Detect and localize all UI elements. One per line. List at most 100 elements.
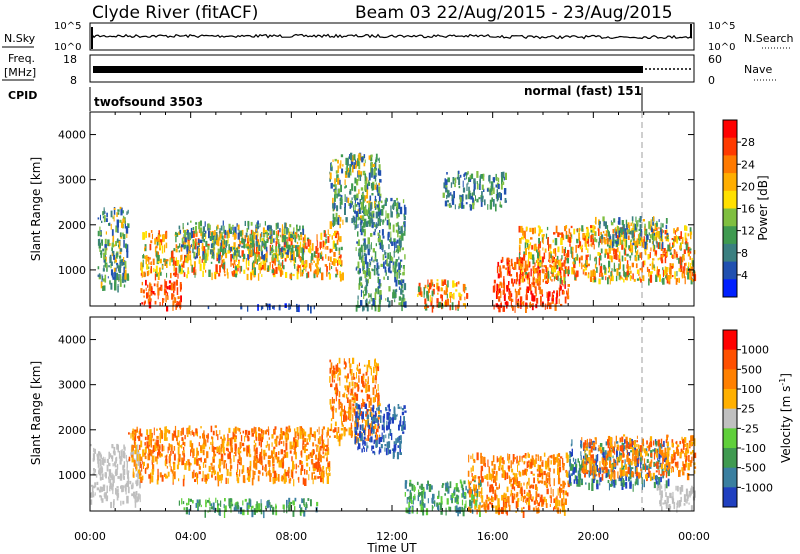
echo-cell — [329, 177, 331, 182]
echo-cell — [637, 254, 640, 261]
echo-cell — [134, 449, 137, 455]
echo-cell — [628, 231, 631, 235]
nsky-tick-top: 10^5 — [54, 21, 81, 32]
echo-cell — [281, 224, 283, 230]
echo-cell — [203, 232, 206, 237]
echo-cell — [511, 278, 514, 284]
echo-cell — [274, 253, 277, 259]
echo-cell — [437, 286, 440, 292]
power-colorbar — [723, 120, 737, 298]
echo-cell — [533, 267, 535, 272]
echo-cell — [329, 221, 332, 229]
echo-cell — [691, 257, 693, 265]
echo-cell — [365, 413, 368, 417]
echo-cell — [341, 424, 344, 427]
echo-cell — [103, 265, 105, 268]
echo-cell — [373, 222, 375, 225]
echo-cell — [318, 258, 320, 261]
echo-cell — [285, 472, 288, 477]
echo-cell — [500, 303, 502, 308]
echo-cell — [339, 179, 341, 185]
echo-cell — [293, 227, 295, 236]
echo-cell — [347, 158, 349, 166]
echo-cell — [658, 231, 660, 239]
echo-cell — [582, 264, 584, 267]
echo-cell — [110, 475, 113, 479]
echo-cell — [354, 224, 358, 229]
echo-cell — [359, 247, 361, 255]
echo-cell — [404, 207, 407, 215]
echo-cell — [374, 359, 376, 367]
echo-cell — [395, 207, 399, 212]
echo-cell — [590, 225, 593, 228]
echo-cell — [365, 411, 367, 414]
echo-cell — [602, 231, 605, 234]
echo-cell — [247, 470, 249, 474]
echo-cell — [253, 247, 255, 253]
echo-cell — [290, 304, 292, 310]
echo-cell — [542, 247, 544, 251]
echo-cell — [118, 450, 120, 459]
echo-cell — [357, 158, 359, 167]
echo-cell — [448, 193, 450, 197]
echo-cell — [675, 254, 678, 258]
echo-cell — [436, 298, 439, 304]
echo-cell — [181, 270, 185, 273]
echo-cell — [194, 272, 196, 278]
echo-cell — [229, 228, 231, 233]
echo-cell — [594, 270, 596, 279]
echo-cell — [227, 235, 229, 244]
echo-cell — [116, 443, 119, 450]
echo-cell — [634, 257, 638, 262]
echo-cell — [310, 259, 312, 263]
echo-cell — [360, 289, 362, 297]
echo-cell — [676, 251, 678, 256]
echo-cell — [604, 233, 607, 236]
echo-cell — [157, 444, 159, 451]
echo-cell — [186, 254, 189, 262]
echo-cell — [189, 440, 192, 447]
echo-cell — [159, 433, 162, 441]
echo-cell — [386, 219, 389, 226]
echo-cell — [134, 440, 136, 448]
echo-cell — [193, 261, 196, 267]
echo-cell — [520, 263, 522, 270]
echo-cell — [223, 434, 225, 439]
echo-cell — [585, 254, 588, 262]
echo-cell — [187, 428, 189, 435]
echo-cell — [666, 253, 668, 256]
echo-cell — [373, 366, 375, 374]
echo-cell — [106, 485, 108, 494]
echo-cell — [214, 274, 217, 280]
echo-cell — [253, 444, 255, 452]
echo-cell — [554, 261, 557, 266]
echo-cell — [111, 455, 114, 462]
echo-cell — [322, 456, 325, 459]
echo-cell — [627, 229, 630, 233]
echo-cell — [363, 229, 365, 233]
echo-cell — [299, 225, 301, 231]
echo-cell — [208, 227, 210, 232]
echo-cell — [364, 286, 367, 291]
echo-cell — [282, 235, 284, 243]
echo-cell — [133, 430, 136, 435]
echo-cell — [375, 211, 379, 219]
echo-cell — [224, 505, 227, 512]
echo-cell — [233, 428, 236, 433]
echo-cell — [272, 264, 274, 269]
echo-cell — [176, 464, 179, 470]
echo-cell — [226, 441, 230, 446]
echo-cell — [393, 444, 396, 452]
echo-cell — [372, 163, 375, 167]
echo-cell — [230, 444, 233, 451]
echo-cell — [207, 305, 210, 310]
echo-cell — [496, 198, 498, 202]
echo-cell — [357, 438, 359, 444]
echo-cell — [227, 448, 229, 453]
echo-cell — [551, 266, 554, 273]
echo-cell — [218, 474, 221, 481]
echo-cell — [621, 242, 624, 250]
echo-cell — [608, 267, 610, 273]
echo-cell — [619, 258, 621, 263]
echo-cell — [302, 446, 305, 451]
